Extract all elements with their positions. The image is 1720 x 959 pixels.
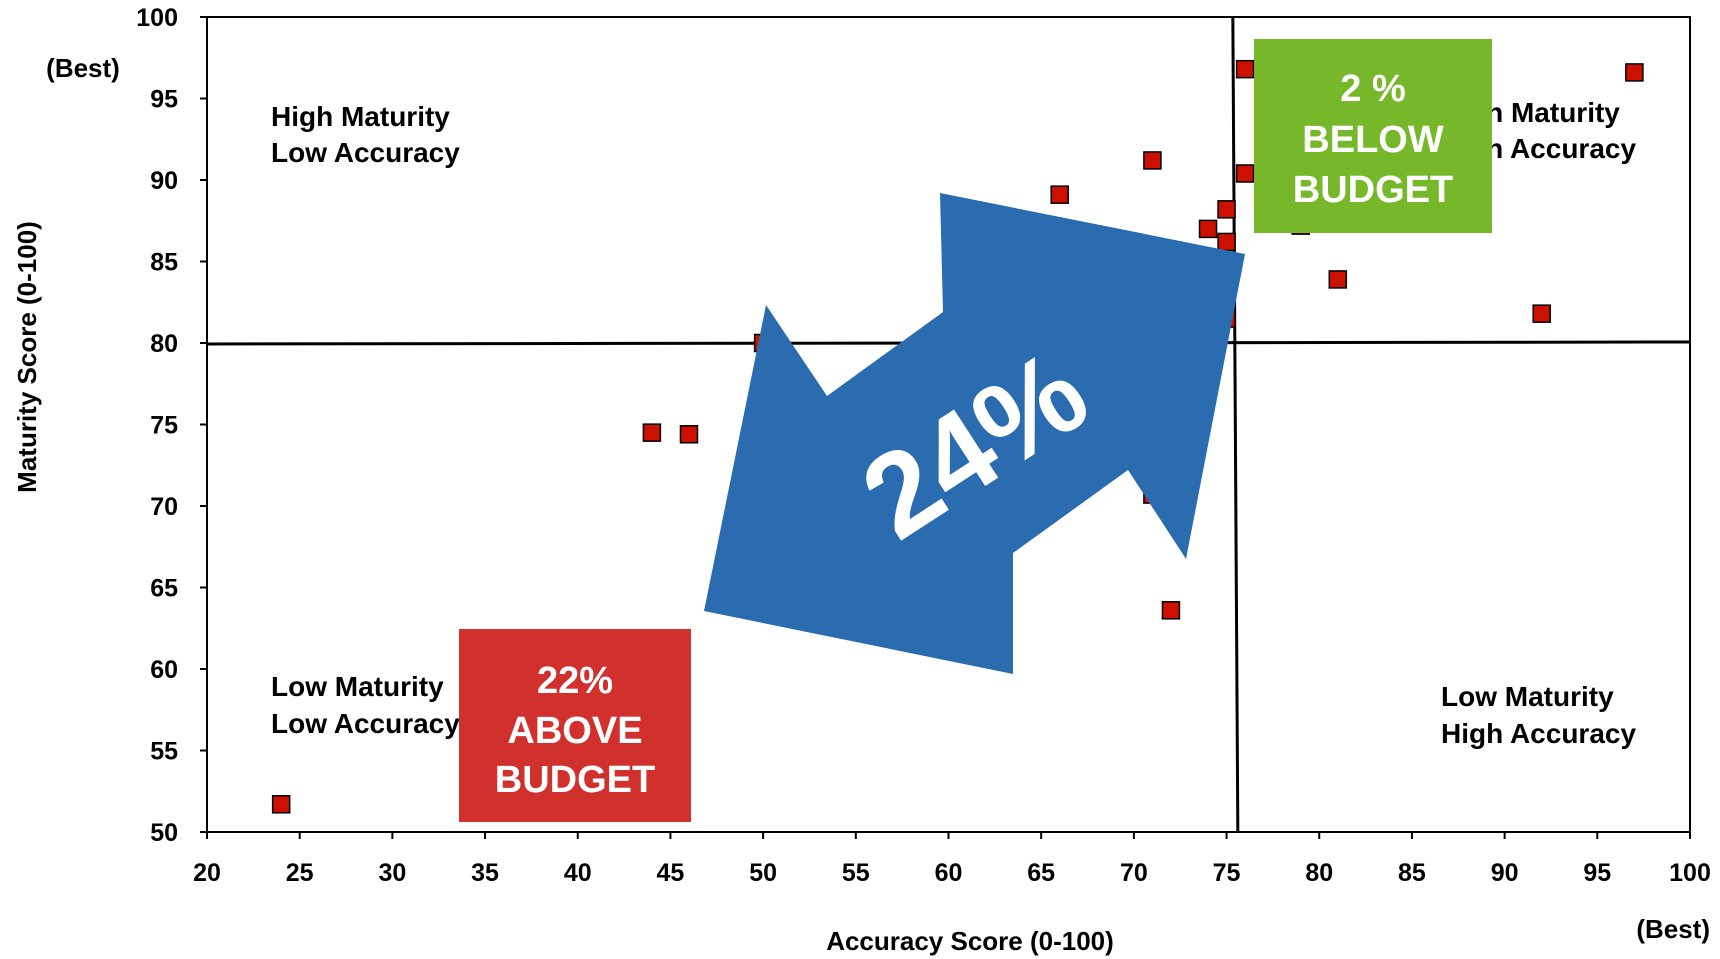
x-tick-label: 45 xyxy=(657,859,685,887)
quadrant-label-top-left-line1: High Maturity xyxy=(271,101,450,132)
y-tick-label: 55 xyxy=(150,738,178,766)
x-tick-label: 40 xyxy=(564,859,592,887)
x-tick-label: 30 xyxy=(378,859,406,887)
data-point xyxy=(642,423,662,442)
x-tick-label: 85 xyxy=(1398,859,1426,887)
above-budget-line1: 22% xyxy=(537,660,613,702)
y-best-label: (Best) xyxy=(46,53,120,83)
double-arrow-shape xyxy=(704,193,1245,674)
below-budget-line2: BELOW xyxy=(1302,119,1444,161)
above-budget-line3: BUDGET xyxy=(495,759,655,801)
data-point xyxy=(1532,304,1551,323)
data-point xyxy=(1217,200,1236,219)
y-tick-label: 80 xyxy=(150,330,178,358)
y-tick-label: 100 xyxy=(136,4,178,32)
data-point xyxy=(1217,232,1236,252)
data-point xyxy=(1161,601,1181,620)
y-tick-label: 50 xyxy=(150,819,178,847)
quadrant-label-bottom-right-line1: Low Maturity xyxy=(1441,681,1614,712)
x-best-label: (Best) xyxy=(1636,914,1710,944)
below-budget-line3: BUDGET xyxy=(1293,169,1453,211)
data-point xyxy=(271,795,291,814)
quadrant-label-bottom-left-line2: Low Accuracy xyxy=(271,708,460,739)
x-axis-title: Accuracy Score (0-100) xyxy=(826,926,1114,956)
quadrant-label-bottom-right-line2: High Accuracy xyxy=(1441,718,1636,749)
quadrant-label-top-left-line2: Low Accuracy xyxy=(271,137,460,168)
quadrant-label-bottom-left-line1: Low Maturity xyxy=(271,671,444,702)
data-points xyxy=(271,59,1644,814)
data-point xyxy=(1328,270,1348,289)
y-tick-label: 85 xyxy=(150,249,178,277)
vertical-divider-line xyxy=(1231,16,1240,833)
y-tick-label: 75 xyxy=(150,412,178,440)
x-tick-label: 75 xyxy=(1213,859,1241,887)
below-budget-line1: 2 % xyxy=(1340,68,1405,110)
x-tick-label: 60 xyxy=(935,859,963,887)
x-tick-label: 50 xyxy=(749,859,777,887)
data-point xyxy=(1235,164,1255,183)
y-tick-label: 95 xyxy=(150,86,178,114)
data-point xyxy=(1050,185,1069,204)
y-tick-label: 60 xyxy=(150,656,178,684)
x-tick-label: 70 xyxy=(1120,859,1148,887)
above-budget-callout: 22% ABOVE BUDGET xyxy=(459,629,691,822)
x-tick-label: 25 xyxy=(286,859,314,887)
below-budget-box xyxy=(1254,39,1492,233)
y-axis-ticks: 50 55 60 65 70 75 80 85 90 95 100 xyxy=(136,4,207,847)
data-point xyxy=(1235,59,1255,79)
x-tick-label: 90 xyxy=(1491,859,1519,887)
x-tick-label: 65 xyxy=(1027,859,1055,887)
x-tick-label: 55 xyxy=(842,859,870,887)
below-budget-callout: 2 % BELOW BUDGET xyxy=(1254,39,1492,233)
data-point xyxy=(679,425,699,444)
above-budget-line2: ABOVE xyxy=(507,710,642,752)
x-axis-ticks: 20 25 30 35 40 45 50 55 60 65 70 75 80 85 90 95 100 xyxy=(193,832,1711,887)
data-point xyxy=(1625,63,1644,82)
data-point xyxy=(1143,151,1162,170)
y-tick-label: 90 xyxy=(150,167,178,195)
x-tick-label: 95 xyxy=(1583,859,1611,887)
y-tick-label: 70 xyxy=(150,493,178,521)
y-tick-label: 65 xyxy=(150,575,178,603)
x-tick-label: 100 xyxy=(1669,859,1711,887)
x-tick-label: 20 xyxy=(193,859,221,887)
x-tick-label: 80 xyxy=(1305,859,1333,887)
data-point xyxy=(1198,219,1218,239)
y-axis-title: Maturity Score (0-100) xyxy=(12,221,42,493)
x-tick-label: 35 xyxy=(471,859,499,887)
above-budget-box xyxy=(459,629,691,822)
